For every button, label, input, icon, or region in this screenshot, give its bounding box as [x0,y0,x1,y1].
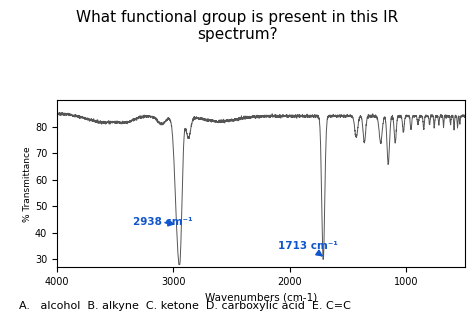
Text: 2938 cm⁻¹: 2938 cm⁻¹ [133,217,192,227]
Y-axis label: % Transmittance: % Transmittance [23,146,32,221]
X-axis label: Wavenumbers (cm-1): Wavenumbers (cm-1) [205,293,317,303]
Text: A.   alcohol  B. alkyne  C. ketone  D. carboxylic acid  E. C=C: A. alcohol B. alkyne C. ketone D. carbox… [19,301,351,311]
Text: 1713 cm⁻¹: 1713 cm⁻¹ [278,241,338,256]
Text: What functional group is present in this IR
spectrum?: What functional group is present in this… [76,10,398,42]
